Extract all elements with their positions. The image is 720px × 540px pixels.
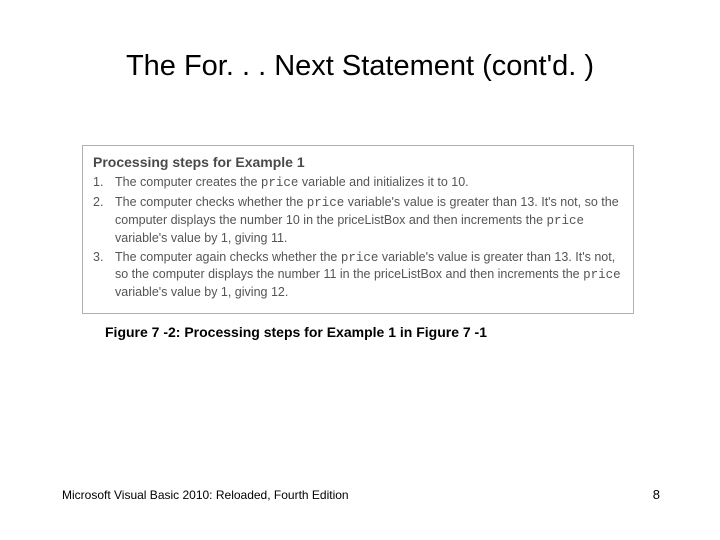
steps-list: The computer creates the price variable … (93, 174, 623, 301)
figure-heading: Processing steps for Example 1 (93, 154, 623, 170)
step-text: variable and initializes it to 10. (298, 175, 468, 189)
code-span: price (547, 214, 585, 228)
list-item: The computer checks whether the price va… (93, 194, 623, 247)
step-text: The computer checks whether the (115, 195, 307, 209)
step-text: variable's value by 1, giving 12. (115, 285, 288, 299)
code-span: price (261, 176, 299, 190)
step-text: variable's value by 1, giving 11. (115, 231, 287, 245)
step-text: The computer again checks whether the (115, 250, 341, 264)
page-number: 8 (653, 487, 660, 502)
list-item: The computer creates the price variable … (93, 174, 623, 192)
step-text: The computer creates the (115, 175, 261, 189)
figure-caption: Figure 7 -2: Processing steps for Exampl… (105, 324, 487, 340)
page-title: The For. . . Next Statement (cont'd. ) (0, 50, 720, 83)
code-span: price (583, 268, 621, 282)
figure-box: Processing steps for Example 1 The compu… (82, 145, 634, 314)
footer-source: Microsoft Visual Basic 2010: Reloaded, F… (62, 488, 349, 502)
code-span: price (307, 196, 345, 210)
list-item: The computer again checks whether the pr… (93, 249, 623, 302)
code-span: price (341, 251, 379, 265)
